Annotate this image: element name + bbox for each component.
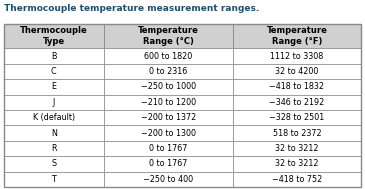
Bar — [4, 156, 104, 172]
Bar — [4, 79, 104, 94]
Text: 32 to 3212: 32 to 3212 — [275, 160, 319, 168]
Bar — [104, 94, 233, 110]
Bar — [4, 24, 104, 48]
Bar — [233, 141, 361, 156]
Text: −418 to 752: −418 to 752 — [272, 175, 322, 184]
Text: C: C — [51, 67, 57, 76]
Text: 600 to 1820: 600 to 1820 — [144, 52, 192, 60]
Text: E: E — [51, 82, 56, 91]
Bar — [104, 110, 233, 125]
Bar — [4, 48, 104, 64]
Text: Temperature
Range (°C): Temperature Range (°C) — [138, 26, 199, 46]
Bar — [233, 125, 361, 141]
Text: −346 to 2192: −346 to 2192 — [269, 98, 324, 107]
Text: B: B — [51, 52, 57, 60]
Bar — [233, 24, 361, 48]
Text: Thermocouple temperature measurement ranges.: Thermocouple temperature measurement ran… — [4, 4, 259, 13]
Text: S: S — [51, 160, 56, 168]
Bar — [4, 64, 104, 79]
Text: −200 to 1300: −200 to 1300 — [141, 129, 196, 138]
Text: N: N — [51, 129, 57, 138]
Bar — [104, 24, 233, 48]
Bar — [233, 110, 361, 125]
Text: T: T — [51, 175, 56, 184]
Bar — [104, 64, 233, 79]
Text: Temperature
Range (°F): Temperature Range (°F) — [266, 26, 327, 46]
Bar — [104, 156, 233, 172]
Text: −200 to 1372: −200 to 1372 — [141, 113, 196, 122]
Text: −328 to 2501: −328 to 2501 — [269, 113, 324, 122]
Bar — [4, 94, 104, 110]
Bar — [233, 79, 361, 94]
Text: −418 to 1832: −418 to 1832 — [269, 82, 324, 91]
Bar — [233, 156, 361, 172]
Bar — [104, 79, 233, 94]
Text: R: R — [51, 144, 57, 153]
Text: K (default): K (default) — [32, 113, 75, 122]
Text: 0 to 1767: 0 to 1767 — [149, 160, 187, 168]
Bar — [104, 125, 233, 141]
Bar — [4, 125, 104, 141]
Bar — [4, 141, 104, 156]
Text: 0 to 1767: 0 to 1767 — [149, 144, 187, 153]
Bar — [233, 94, 361, 110]
Text: 32 to 3212: 32 to 3212 — [275, 144, 319, 153]
Text: 1112 to 3308: 1112 to 3308 — [270, 52, 324, 60]
Bar — [104, 48, 233, 64]
Text: −250 to 400: −250 to 400 — [143, 175, 193, 184]
Text: J: J — [53, 98, 55, 107]
Text: −210 to 1200: −210 to 1200 — [141, 98, 196, 107]
Bar — [4, 24, 361, 187]
Bar — [233, 172, 361, 187]
Bar — [233, 48, 361, 64]
Bar — [104, 141, 233, 156]
Text: Thermocouple
Type: Thermocouple Type — [20, 26, 88, 46]
Bar — [233, 64, 361, 79]
Text: 518 to 2372: 518 to 2372 — [273, 129, 321, 138]
Text: 32 to 4200: 32 to 4200 — [275, 67, 319, 76]
Text: −250 to 1000: −250 to 1000 — [141, 82, 196, 91]
Bar — [4, 110, 104, 125]
Bar — [4, 172, 104, 187]
Bar — [104, 172, 233, 187]
Text: 0 to 2316: 0 to 2316 — [149, 67, 187, 76]
